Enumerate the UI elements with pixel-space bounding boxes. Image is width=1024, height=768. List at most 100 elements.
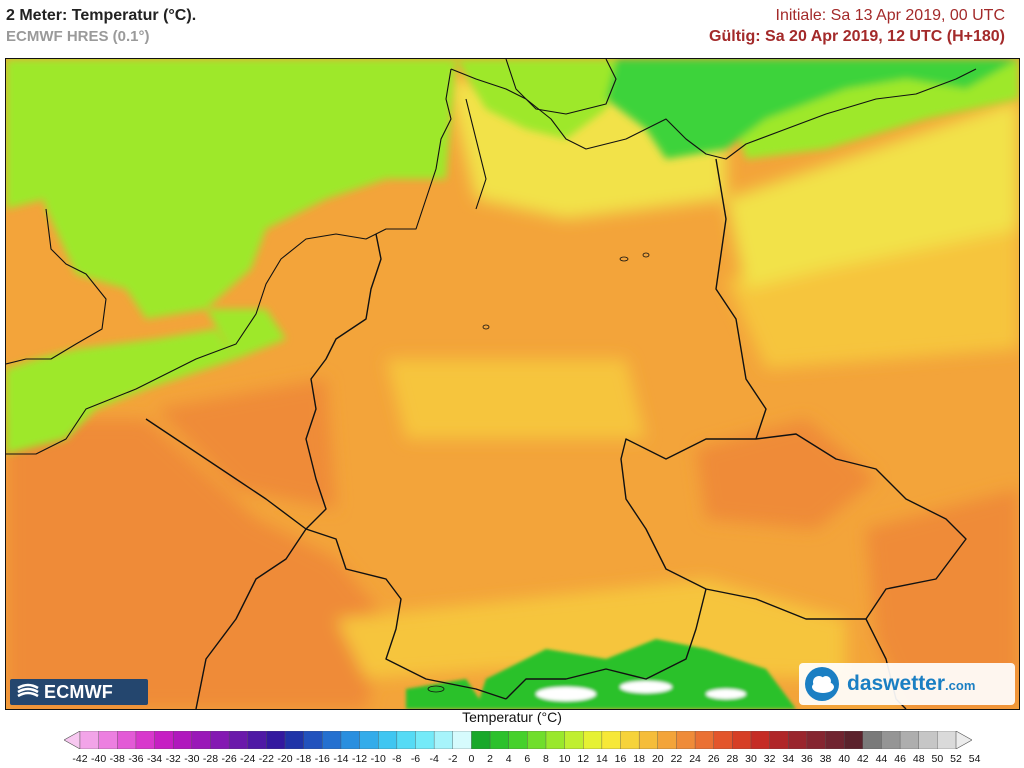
colorbar-tick-label: -36	[128, 753, 144, 765]
colorbar-cell	[135, 731, 156, 749]
initial-time: Initiale: Sa 13 Apr 2019, 00 UTC	[775, 7, 1005, 24]
colorbar-cell	[527, 731, 547, 749]
colorbar-tick-label: 36	[801, 753, 813, 765]
colorbar-tick-label: -24	[240, 753, 256, 765]
colorbar-cell	[396, 731, 417, 749]
map-title: 2 Meter: Temperatur (°C).	[6, 7, 197, 24]
colorbar-tick-label: 0	[468, 753, 475, 765]
coastlines	[6, 59, 977, 455]
legend-title: Temperatur (°C)	[462, 709, 562, 725]
colorbar-cell	[378, 731, 398, 749]
colorbar-tick-label: 6	[524, 753, 531, 765]
colorbar-tick-label: 32	[763, 753, 776, 765]
alps-terrain	[406, 639, 796, 709]
daswetter-logo[interactable]: daswetter.com	[799, 663, 1015, 705]
colorbar-cell	[228, 731, 249, 749]
map-svg	[6, 59, 1019, 709]
temperature-map[interactable]: ECMWF daswetter.com	[5, 58, 1020, 710]
colorbar-cell	[657, 731, 678, 749]
colorbar-tick-label: 16	[614, 753, 627, 765]
ecmwf-logo: ECMWF	[10, 679, 148, 705]
colorbar-cell	[98, 731, 118, 749]
colorbar-tick-label: -12	[351, 753, 368, 765]
colorbar-tick-label: -42	[72, 753, 88, 765]
colorbar-tick-label: -32	[165, 753, 181, 765]
colorbar-tick-label: -4	[429, 753, 439, 765]
colorbar-tick-label: 50	[931, 753, 944, 765]
colorbar-tick-label: 26	[707, 753, 720, 765]
valid-time: Gültig: Sa 20 Apr 2019, 12 UTC (H+180)	[709, 28, 1005, 45]
colorbar-min-arrow	[64, 731, 81, 749]
colorbar-cell	[340, 731, 361, 749]
colorbar-cell	[154, 731, 174, 749]
colorbar-tick-label: 4	[505, 753, 512, 765]
colorbar-cell	[471, 731, 491, 749]
ecmwf-swirl-icon	[17, 683, 39, 698]
colorbar-cell	[825, 731, 845, 749]
colorbar-ticks: -42 -40 -38 -36 -34 -32 -30 -28 -26 -24 -22 -20 -18-…	[0, 753, 1024, 767]
colorbar-tick-label: -10	[370, 753, 386, 765]
daswetter-name: daswetter	[847, 672, 946, 695]
colorbar-tick-label: 40	[838, 753, 850, 765]
lakes	[427, 252, 650, 693]
colorbar-tick-label: 14	[596, 753, 608, 765]
colorbar-tick-label: -6	[410, 753, 421, 765]
colorbar-tick-label: 34	[782, 753, 795, 765]
colorbar-cell	[415, 731, 435, 749]
colorbar-max-arrow	[955, 731, 972, 749]
colorbar-tick-label: -8	[392, 753, 402, 765]
colorbar-cell	[359, 731, 379, 749]
colorbar-cell	[247, 731, 267, 749]
colorbar-tick-label: 48	[912, 753, 925, 765]
colorbar-cell	[452, 731, 473, 749]
colorbar-tick-label: -40	[91, 753, 107, 765]
colorbar-cell	[881, 731, 901, 749]
colorbar-tick-label: -38	[109, 753, 125, 765]
colorbar-cell	[732, 731, 752, 749]
colorbar-cell	[191, 731, 212, 749]
colorbar-cell	[806, 731, 827, 749]
colorbar-tick-label: 18	[633, 753, 645, 765]
header-left: 2 Meter: Temperatur (°C). ECMWF HRES (0.…	[6, 6, 196, 48]
colorbar-cell	[564, 731, 584, 749]
temperature-colorbar	[64, 731, 972, 749]
colorbar-cell	[489, 731, 510, 749]
colorbar-tick-label: 2	[487, 753, 493, 765]
colorbar-cell	[788, 731, 808, 749]
model-subtitle: ECMWF HRES (0.1°)	[6, 28, 150, 45]
ecmwf-logo-text: ECMWF	[44, 681, 113, 702]
colorbar-tick-label: -2	[448, 753, 458, 765]
colorbar-tick-label: -34	[146, 753, 163, 765]
colorbar-tick-label: -30	[184, 753, 200, 765]
colorbar-tick-label: 38	[819, 753, 832, 765]
colorbar-tick-label: -22	[258, 753, 274, 765]
colorbar-cell	[79, 731, 100, 749]
sea-areas	[6, 59, 1019, 454]
colorbar-tick-label: 24	[689, 753, 701, 765]
colorbar-tick-label: 54	[968, 753, 981, 765]
colorbar-cell	[284, 731, 305, 749]
colorbar-cell	[899, 731, 920, 749]
colorbar-tick-label: 30	[745, 753, 757, 765]
colorbar-cell	[843, 731, 864, 749]
colorbar-tick-label: 52	[950, 753, 962, 765]
colorbar-cell	[862, 731, 883, 749]
colorbar-cell	[117, 731, 137, 749]
colorbar-tick-label: 22	[670, 753, 683, 765]
colorbar-cell	[545, 731, 566, 749]
colorbar-cell	[620, 731, 640, 749]
colorbar-cell	[638, 731, 659, 749]
colorbar-tick-label: 42	[856, 753, 869, 765]
colorbar-cell	[433, 731, 454, 749]
colorbar-tick-label: -14	[333, 753, 349, 765]
colorbar-cell	[694, 731, 715, 749]
colorbar-cell	[676, 731, 696, 749]
colorbar-tick-label: 12	[577, 753, 590, 765]
colorbar-cell	[937, 731, 957, 749]
daswetter-logo-text: daswetter.com	[847, 672, 975, 696]
colorbar-tick-label: -28	[202, 753, 219, 765]
colorbar-cell	[918, 731, 938, 749]
colorbar-tick-label: -16	[314, 753, 330, 765]
colorbar-tick-label: -26	[221, 753, 237, 765]
colorbar-cell	[266, 731, 286, 749]
